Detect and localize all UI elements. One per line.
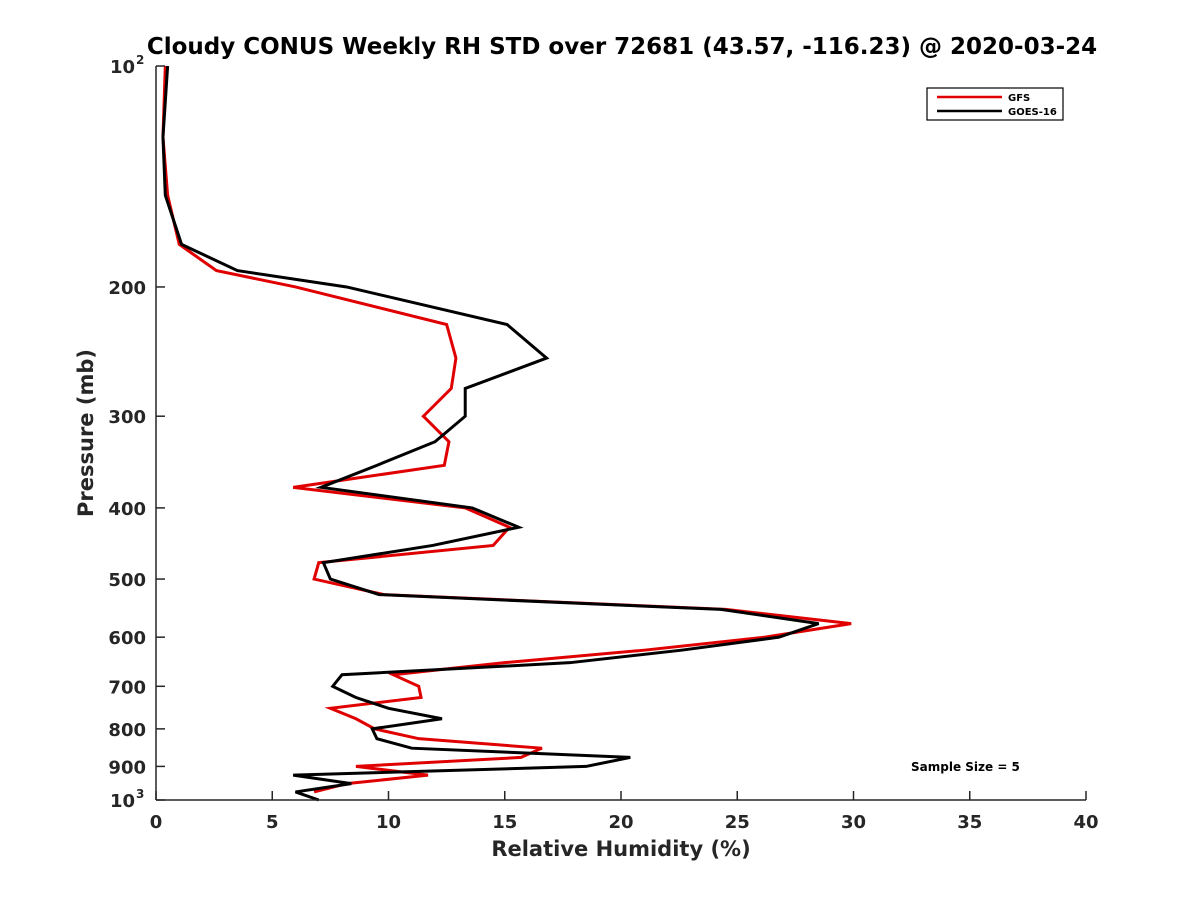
plot-background — [156, 66, 1086, 800]
x-tick-label: 5 — [266, 812, 279, 833]
y-tick-exponent: 2 — [136, 53, 144, 67]
y-tick-exponent: 3 — [136, 787, 144, 801]
plot-area — [156, 66, 1086, 800]
chart-title: Cloudy CONUS Weekly RH STD over 72681 (4… — [147, 34, 1097, 60]
x-tick-label: 20 — [608, 812, 633, 833]
sample-size-annotation: Sample Size = 5 — [911, 760, 1020, 774]
legend: GFS GOES-16 — [926, 87, 1064, 121]
x-axis-label: Relative Humidity (%) — [491, 837, 750, 861]
x-tick-label: 35 — [957, 812, 982, 833]
legend-label-gfs: GFS — [1008, 93, 1030, 104]
series-layer — [161, 65, 852, 802]
y-tick-label: 800 — [108, 720, 146, 741]
legend-label-goes16: GOES-16 — [1008, 107, 1057, 118]
y-tick-label: 10 — [110, 791, 135, 812]
x-tick-label: 25 — [725, 812, 750, 833]
x-ticks: 0 5 10 15 20 25 30 35 40 — [150, 791, 1099, 833]
y-tick-label: 500 — [108, 570, 146, 591]
y-tick-label: 900 — [108, 757, 146, 778]
y-axis-label: Pressure (mb) — [74, 349, 98, 517]
x-tick-label: 10 — [376, 812, 401, 833]
y-tick-label: 200 — [108, 278, 146, 299]
x-tick-label: 40 — [1073, 812, 1098, 833]
series-line-goes16 — [161, 65, 820, 802]
y-tick-label: 700 — [108, 677, 146, 698]
x-tick-label: 30 — [841, 812, 866, 833]
y-tick-label: 300 — [108, 407, 146, 428]
y-tick-label: 600 — [108, 628, 146, 649]
y-tick-label: 400 — [108, 499, 146, 520]
legend-box — [926, 87, 1064, 121]
x-tick-label: 15 — [492, 812, 517, 833]
x-tick-label: 0 — [150, 812, 163, 833]
y-tick-label: 10 — [110, 57, 135, 78]
